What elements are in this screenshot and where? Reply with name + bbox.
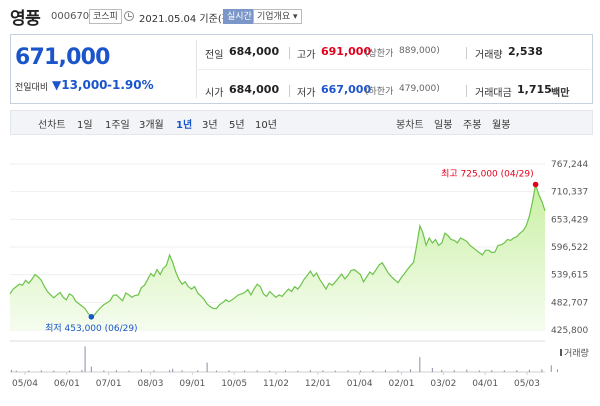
x-tick-label: 06/01 [54,379,80,389]
x-tick-label: 11/02 [263,379,289,389]
separator [289,85,290,97]
max-label: 최고 725,000 (04/29) [441,169,533,180]
high-value: 691,000 [321,45,372,58]
period-10y[interactable]: 10년 [255,120,277,131]
x-tick-label: 05/04 [12,379,38,389]
stock-name: 영풍 [10,9,41,29]
x-tick-label: 09/01 [179,379,205,389]
period-3m[interactable]: 3개월 [139,120,164,131]
y-tick-label: 710,337 [551,188,588,198]
y-tick-label: 596,522 [551,243,588,253]
min-marker [88,313,95,320]
upper-limit-value: 889,000) [399,46,440,56]
divider [198,69,591,70]
price-chart[interactable]: 767,244 710,337 653,429 596,522 539,615 482,7… [0,140,600,406]
y-tick-label: 653,429 [551,215,588,225]
quote-summary [10,34,593,104]
x-tick-label: 05/03 [514,379,540,389]
min-label: 최저 453,000 (06/29) [45,323,137,334]
company-overview-button[interactable]: 기업개요 ▾ [253,9,302,24]
separator [466,85,467,97]
upper-limit-label: (상한가 [365,49,394,59]
change-percent: -1.90% [107,78,154,92]
clock-icon [124,11,134,21]
period-bar [10,110,593,135]
lower-limit-label: (하한가 [365,87,394,97]
x-tick-label: 02/01 [389,379,415,389]
amount-label: 거래대금 [475,88,512,99]
amount-unit: 백만 [551,88,570,99]
volume-value: 2,538 [508,45,543,58]
x-tick-label: 12/01 [305,379,331,389]
change-label: 전일대비 [15,83,49,93]
lower-limit-value: 479,000) [399,84,440,94]
price-area [10,184,545,330]
period-1d[interactable]: 1일 [77,120,93,131]
separator [289,47,290,59]
low-label: 저가 [297,88,316,99]
open-value: 684,000 [229,83,280,96]
prev-close-value: 684,000 [229,45,280,58]
realtime-button[interactable]: 실시간 [223,9,256,24]
stock-code: 000670 [51,11,90,22]
market-badge: 코스피 [89,9,122,24]
volume-legend-icon [560,349,562,356]
max-marker [532,181,539,188]
y-tick-label: 482,707 [551,298,588,308]
x-tick-label: 08/03 [138,379,164,389]
divider [196,40,197,98]
line-chart-label: 선차트 [38,120,66,131]
prev-close-label: 전일 [205,50,224,61]
period-1w[interactable]: 1주일 [105,120,130,131]
y-tick-label: 539,615 [551,271,588,281]
as-of-date: 2021.05.04 기준(장마감) [139,14,254,25]
volume-label: 거래량 [475,50,503,61]
price-line [9,184,546,318]
period-5y[interactable]: 5년 [229,120,245,131]
x-tick-label: 10/05 [221,379,247,389]
y-tick-label: 767,244 [551,160,588,170]
period-3y[interactable]: 3년 [202,120,218,131]
x-tick-label: 03/02 [430,379,456,389]
period-1y[interactable]: 1년 [176,120,193,131]
low-value: 667,000 [321,83,372,96]
y-tick-label: 425,800 [551,326,588,336]
x-tick-label: 04/01 [472,379,498,389]
candle-monthly[interactable]: 월봉 [492,120,511,131]
open-label: 시가 [205,88,224,99]
amount-value: 1,715 [517,83,552,96]
candle-chart-label: 봉차트 [396,120,424,131]
change-value: ▼13,000 [52,78,108,92]
high-label: 고가 [297,50,316,61]
candle-weekly[interactable]: 주봉 [463,120,482,131]
volume-label: 거래량 [564,347,589,359]
separator [466,47,467,59]
candle-daily[interactable]: 일봉 [434,120,453,131]
current-price: 671,000 [15,45,110,70]
x-tick-label: 07/01 [96,379,122,389]
x-tick-label: 01/04 [347,379,373,389]
